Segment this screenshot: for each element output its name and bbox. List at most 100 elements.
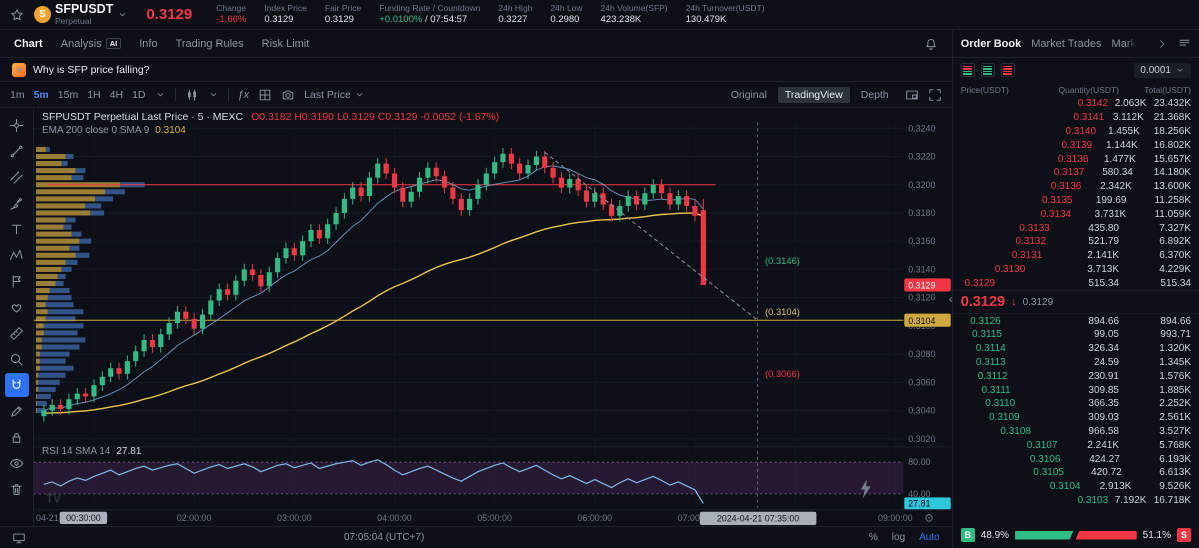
bid-row[interactable]: 0.3110 366.35 2.252K: [985, 398, 1191, 410]
magnet-mode-icon[interactable]: [4, 373, 29, 397]
ask-row[interactable]: 0.3136 2.342K 13.600K: [1050, 181, 1191, 193]
ask-row[interactable]: 0.3130 3.713K 4.229K: [994, 263, 1191, 275]
tab-risk-limit[interactable]: Risk Limit: [261, 37, 310, 50]
tab-trading-rules[interactable]: Trading Rules: [175, 37, 244, 50]
measure-ruler-icon[interactable]: [5, 321, 29, 345]
ob-tab-market-trades[interactable]: Market Trades: [1031, 37, 1102, 50]
view-original[interactable]: Original: [730, 88, 767, 101]
tab-analysis[interactable]: Analysis AI: [61, 38, 122, 50]
lock-drawings-icon[interactable]: [5, 425, 29, 449]
fullscreen-icon[interactable]: [928, 88, 942, 102]
timeframe-15m[interactable]: 15m: [57, 88, 79, 101]
tab-info[interactable]: Info: [139, 37, 158, 50]
timeframe-1D[interactable]: 1D: [132, 88, 146, 101]
text-tool-icon[interactable]: [5, 217, 29, 241]
ask-row[interactable]: 0.3132 521.79 6.892K: [1015, 236, 1191, 248]
view-mode-bids-icon[interactable]: [980, 63, 995, 77]
screenshot-camera-icon[interactable]: [281, 88, 295, 102]
ask-row[interactable]: 0.3129 515.34 515.34: [964, 277, 1191, 289]
bid-row[interactable]: 0.3108 966.58 3.527K: [1000, 425, 1191, 437]
bid-row[interactable]: 0.3126 894.66 894.66: [970, 315, 1191, 327]
brush-icon[interactable]: [5, 191, 29, 215]
svg-text:0.3040: 0.3040: [908, 405, 935, 415]
percent-scale-button[interactable]: %: [868, 532, 878, 543]
view-mode-asks-icon[interactable]: [1000, 63, 1015, 77]
auto-scale-button[interactable]: Auto: [919, 532, 940, 543]
trend-line-icon[interactable]: [5, 139, 29, 163]
chart-style-icon[interactable]: [185, 88, 199, 102]
ai-question[interactable]: Why is SFP price falling?: [33, 63, 150, 76]
bid-row[interactable]: 0.3109 309.03 2.561K: [989, 412, 1191, 424]
log-scale-button[interactable]: log: [891, 532, 906, 543]
chart-bottom-bar: 07:05:04 (UTC+7) % log Auto: [0, 526, 952, 548]
timeframe-5m[interactable]: 5m: [33, 88, 49, 101]
favorite-star-icon[interactable]: [10, 8, 24, 22]
bid-row[interactable]: 0.3104 2.913K 9.526K: [1049, 481, 1191, 493]
svg-text:02:00:00: 02:00:00: [177, 513, 212, 523]
timeframe-1H[interactable]: 1H: [87, 88, 101, 101]
layout-grid-icon[interactable]: [258, 88, 272, 102]
svg-text:80.00: 80.00: [908, 457, 930, 467]
ask-row[interactable]: 0.3135 199.69 11.258K: [1042, 194, 1191, 206]
clock-timezone[interactable]: 07:05:04 (UTC+7): [344, 532, 425, 543]
mid-price-row[interactable]: 0.3129 ↓ 0.3129: [952, 290, 1199, 315]
bid-row[interactable]: 0.3114 326.34 1.320K: [975, 343, 1191, 355]
timeframe-4H[interactable]: 4H: [109, 88, 124, 101]
bid-row[interactable]: 0.3107 2.241K 5.768K: [1026, 439, 1191, 451]
view-tradingview[interactable]: TradingView: [777, 86, 850, 103]
price-chart[interactable]: 0.3240 0.3220 0.3200 0.3180 0.3160 0.3140 0.31…: [34, 108, 952, 526]
zoom-in-icon[interactable]: [5, 347, 29, 371]
timeframe-1m[interactable]: 1m: [10, 88, 25, 101]
ask-row[interactable]: 0.3142 2.063K 23.432K: [1077, 98, 1191, 110]
chart-style-caret-icon[interactable]: [208, 89, 219, 100]
ask-row[interactable]: 0.3141 3.112K 21.368K: [1073, 112, 1191, 124]
bid-row[interactable]: 0.3111 309.85 1.885K: [981, 384, 1191, 396]
remove-drawings-icon[interactable]: [5, 477, 29, 501]
panel-collapse-handle[interactable]: ‹: [948, 292, 953, 306]
emoji-sticker-icon[interactable]: [5, 295, 29, 319]
view-mode-both-icon[interactable]: [960, 63, 975, 77]
bid-row[interactable]: 0.3113 24.59 1.345K: [975, 356, 1191, 368]
indicators-icon[interactable]: ƒx: [237, 88, 250, 101]
draw-pencil-icon[interactable]: [5, 399, 29, 423]
svg-text:40.00: 40.00: [908, 489, 930, 499]
popout-chart-icon[interactable]: [905, 88, 919, 102]
display-icon[interactable]: [12, 531, 26, 545]
ask-row[interactable]: 0.3140 1.455K 18.256K: [1065, 125, 1191, 137]
ask-row[interactable]: 0.3138 1.477K 15.657K: [1057, 153, 1192, 165]
crosshair-cursor-icon[interactable]: [5, 113, 29, 137]
ask-row[interactable]: 0.3134 3.731K 11.059K: [1040, 208, 1191, 220]
alert-bell-icon[interactable]: [924, 37, 938, 51]
ob-tab-order-book[interactable]: Order Book: [960, 37, 1022, 50]
timeframe-more-icon[interactable]: [155, 89, 166, 100]
view-depth[interactable]: Depth: [860, 88, 889, 101]
xabcd-pattern-icon[interactable]: [5, 243, 29, 267]
ask-row[interactable]: 0.3139 1.144K 16.802K: [1061, 139, 1191, 151]
ob-tab-mark[interactable]: Mark: [1111, 37, 1136, 50]
chevron-right-icon[interactable]: [1156, 38, 1168, 50]
bid-row[interactable]: 0.3105 420.72 6.613K: [1033, 467, 1191, 479]
symbol-selector[interactable]: S SFPUSDT Perpetual: [34, 3, 128, 25]
panel-settings-icon[interactable]: [1178, 37, 1191, 50]
ask-row[interactable]: 0.3133 435.80 7.327K: [1019, 222, 1191, 234]
svg-text:(0.3104): (0.3104): [765, 307, 800, 318]
forecast-flag-icon[interactable]: [5, 269, 29, 293]
drawing-toolbar: [0, 108, 34, 526]
hide-drawings-icon[interactable]: [5, 451, 29, 475]
ask-row[interactable]: 0.3131 2.141K 6.370K: [1011, 250, 1191, 262]
chart-canvas[interactable]: 0.3240 0.3220 0.3200 0.3180 0.3160 0.3140 0.31…: [34, 108, 952, 526]
tick-size-select[interactable]: 0.0001: [1134, 62, 1191, 78]
svg-text:0.3020: 0.3020: [908, 434, 935, 444]
bid-row[interactable]: 0.3106 424.27 6.193K: [1029, 453, 1191, 465]
stat-index-price: Index Price 0.3129: [264, 3, 307, 25]
parallel-channel-icon[interactable]: [5, 165, 29, 189]
tab-chart[interactable]: Chart: [14, 37, 43, 50]
bid-row[interactable]: 0.3103 7.192K 16.718K: [1077, 494, 1191, 506]
ai-insight-bar[interactable]: Why is SFP price falling?: [0, 58, 952, 82]
svg-text:0.3200: 0.3200: [908, 180, 935, 190]
price-source-dropdown[interactable]: Last Price: [304, 89, 365, 101]
bid-row[interactable]: 0.3115 99.05 993.71: [972, 329, 1191, 341]
bid-row[interactable]: 0.3112 230.91 1.576K: [977, 370, 1191, 382]
svg-text:0.3220: 0.3220: [908, 151, 935, 161]
ask-row[interactable]: 0.3137 580.34 14.180K: [1053, 167, 1191, 179]
